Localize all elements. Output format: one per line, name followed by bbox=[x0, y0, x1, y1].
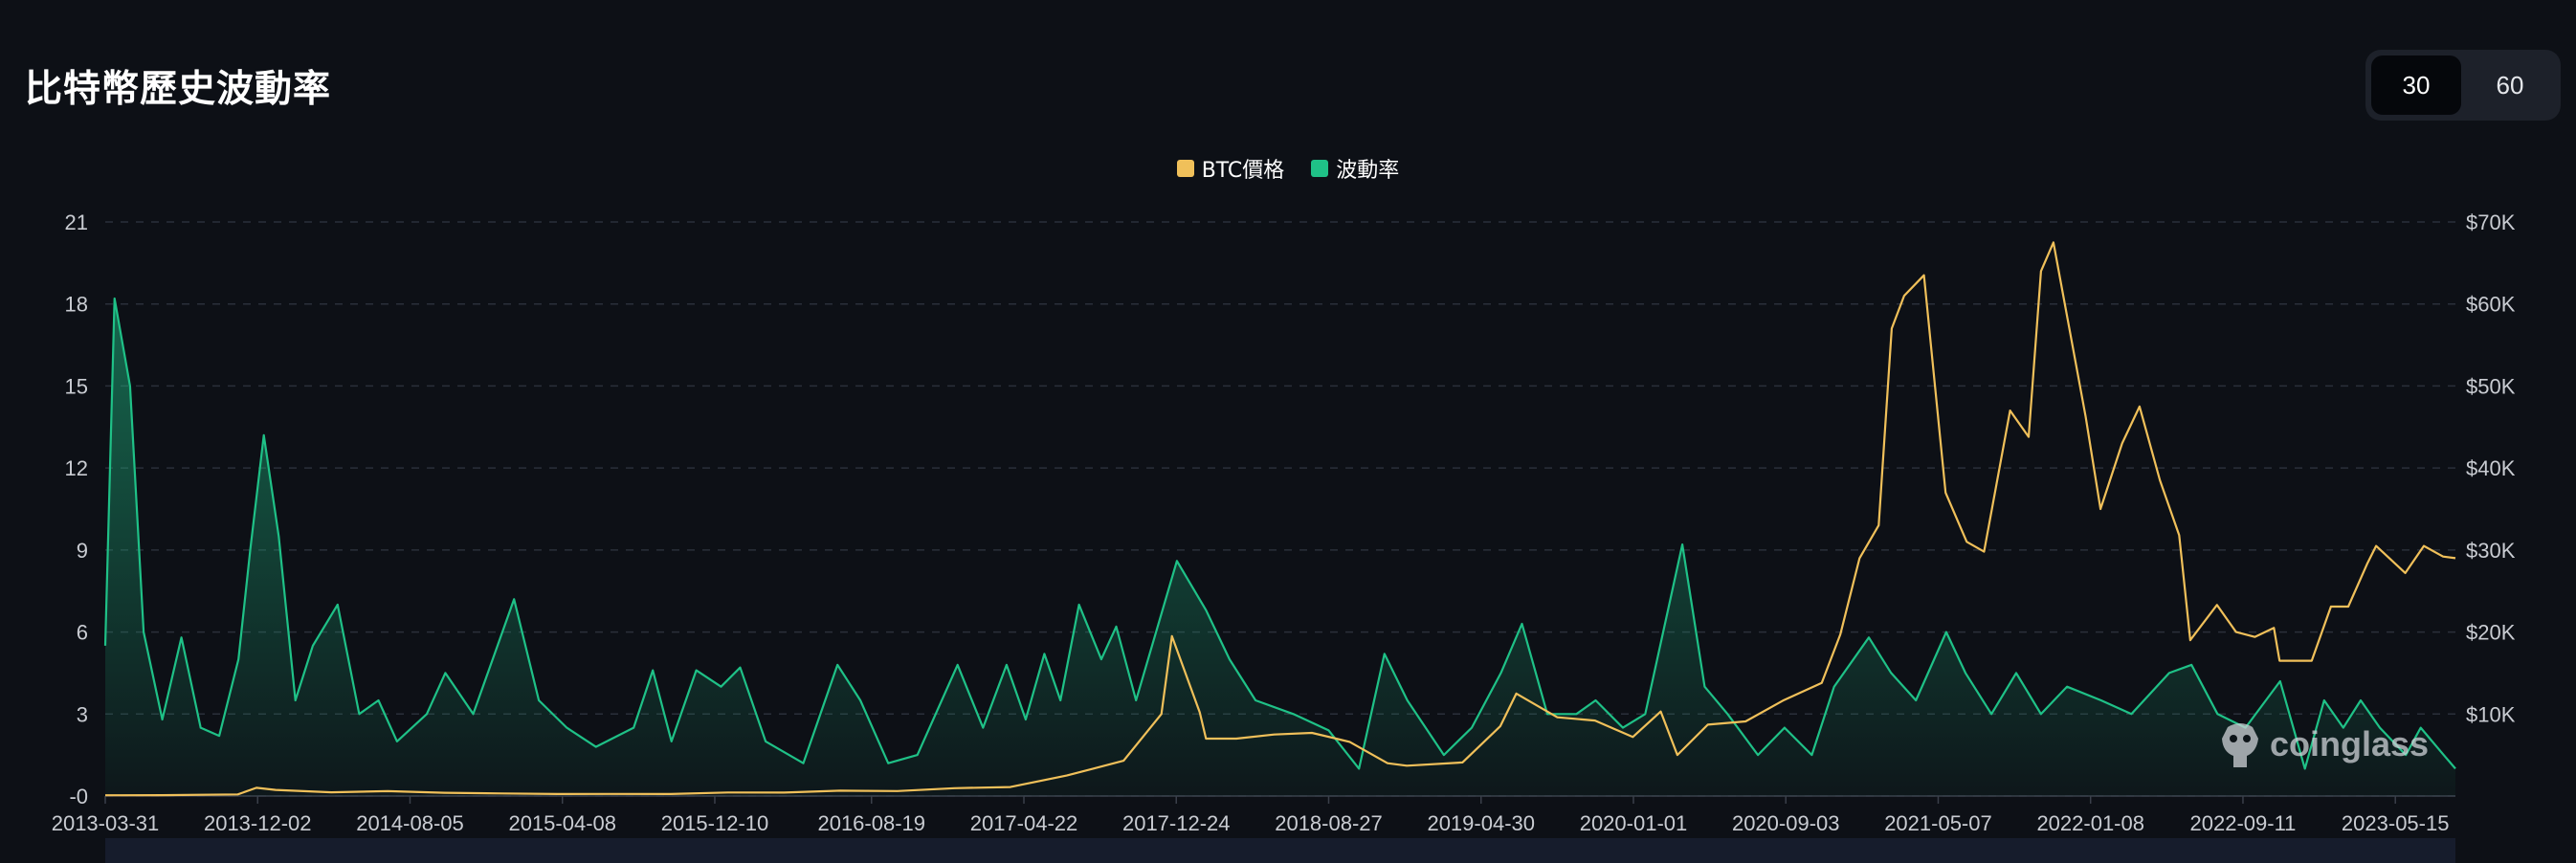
period-30-button[interactable]: 30 bbox=[2371, 55, 2461, 115]
x-tick-label: 2022-09-11 bbox=[2190, 811, 2297, 835]
y-left-tick-label: 9 bbox=[77, 539, 88, 563]
page-title: 比特幣歷史波動率 bbox=[25, 68, 332, 111]
x-axis: 2013-03-31 2013-12-02 2014-08-05 2015-04-08… bbox=[52, 795, 2455, 835]
y-right-tick-label: $50K bbox=[2466, 374, 2516, 398]
x-tick-label: 2015-04-08 bbox=[508, 811, 616, 835]
watermark-text: coinglass bbox=[2270, 724, 2430, 763]
time-range-scrollbar[interactable] bbox=[105, 838, 2455, 863]
y-right-tick-label: $20K bbox=[2466, 621, 2516, 645]
x-tick-label: 2020-01-01 bbox=[1580, 811, 1688, 835]
x-tick-label: 2017-12-24 bbox=[1122, 811, 1231, 835]
y-left-tick-label: 18 bbox=[65, 293, 88, 317]
chart-legend: BTC價格 波動率 bbox=[0, 153, 2576, 184]
x-tick-label: 2016-08-19 bbox=[817, 811, 925, 835]
x-tick-label: 2015-12-10 bbox=[661, 811, 769, 835]
x-tick-label: 2023-05-15 bbox=[2342, 811, 2450, 835]
legend-item-btc-price[interactable]: BTC價格 bbox=[1176, 153, 1285, 184]
period-toggle: 30 60 bbox=[2365, 50, 2561, 121]
y-left-tick-label: 15 bbox=[65, 374, 88, 398]
x-tick-label: 2019-04-30 bbox=[1427, 811, 1535, 835]
legend-label-volatility: 波動率 bbox=[1336, 159, 1400, 183]
period-60-button[interactable]: 60 bbox=[2496, 70, 2524, 100]
x-tick-label: 2022-01-08 bbox=[2036, 811, 2144, 835]
coinglass-logo-icon bbox=[2222, 723, 2258, 767]
y-right-tick-label: $30K bbox=[2466, 539, 2516, 563]
x-tick-label: 2018-08-27 bbox=[1275, 811, 1383, 835]
y-axis-left: -0 3 6 9 12 15 18 21 bbox=[65, 210, 88, 808]
x-tick-label: 2013-03-31 bbox=[52, 811, 160, 835]
x-tick-label: 2021-05-07 bbox=[1884, 811, 1992, 835]
x-tick-label: 2014-08-05 bbox=[356, 811, 464, 835]
volatility-area bbox=[105, 299, 2455, 796]
x-tick-label: 2020-09-03 bbox=[1732, 811, 1840, 835]
y-left-tick-label: 6 bbox=[77, 621, 88, 645]
legend-swatch-volatility bbox=[1311, 160, 1329, 177]
y-right-tick-label: $60K bbox=[2466, 293, 2516, 317]
y-right-tick-label: $40K bbox=[2466, 456, 2516, 480]
x-tick-label: 2017-04-22 bbox=[970, 811, 1078, 835]
y-left-tick-label: 3 bbox=[77, 702, 88, 726]
y-left-tick-label: 12 bbox=[65, 456, 88, 480]
legend-item-volatility[interactable]: 波動率 bbox=[1311, 153, 1399, 184]
legend-label-btc-price: BTC價格 bbox=[1201, 159, 1285, 183]
series-layer bbox=[103, 241, 2456, 797]
y-right-tick-label: $10K bbox=[2466, 702, 2516, 726]
y-left-tick-label: 21 bbox=[65, 210, 88, 234]
y-left-tick-label: -0 bbox=[69, 785, 88, 808]
legend-swatch-btc-price bbox=[1176, 160, 1194, 177]
watermark: coinglass bbox=[2218, 719, 2429, 769]
y-right-tick-label: $70K bbox=[2466, 210, 2516, 234]
y-axis-right: $10K $20K $30K $40K $50K $60K $70K bbox=[2466, 210, 2516, 726]
x-tick-label: 2013-12-02 bbox=[204, 811, 312, 835]
btc-price-line[interactable] bbox=[104, 241, 2456, 797]
